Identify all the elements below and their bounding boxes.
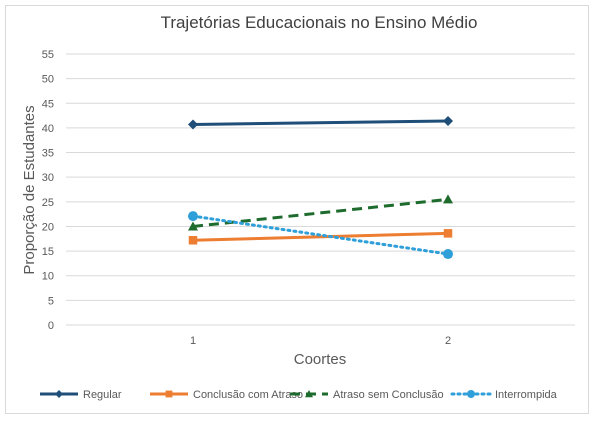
series-atraso-sem-conclusão [188, 194, 453, 231]
legend: Regular Conclusão com Atraso Atraso sem Co… [40, 389, 558, 401]
legend-entry: Atraso sem Conclusão [290, 389, 444, 401]
data-point-diamond [188, 119, 198, 130]
legend-label: Interrompida [495, 389, 558, 401]
series-interrompida [188, 211, 453, 260]
data-point-circle [443, 249, 453, 260]
data-point-square [443, 229, 453, 238]
y-tick-label: 0 [48, 320, 54, 332]
y-axis-title: Proporção de Estudantes [21, 105, 38, 274]
legend-label: Conclusão com Atraso [193, 389, 303, 401]
y-tick-label: 30 [42, 172, 54, 184]
y-tick-label: 40 [42, 123, 54, 135]
y-tick-label: 50 [42, 74, 54, 86]
data-point-square [188, 236, 198, 245]
data-point-circle [188, 211, 198, 222]
y-tick-label: 15 [42, 246, 54, 258]
legend-label: Regular [83, 389, 122, 401]
y-tick-label: 20 [42, 221, 54, 233]
series-line [192, 231, 449, 242]
data-point-triangle [188, 221, 198, 231]
data-point-circle [467, 390, 475, 398]
x-tick-label: 1 [190, 335, 196, 347]
legend-entry: Interrompida [450, 389, 558, 401]
y-tick-label: 5 [48, 295, 54, 307]
y-tick-label: 35 [42, 148, 54, 160]
legend-entry: Regular [40, 389, 122, 401]
y-tick-label: 55 [42, 49, 54, 61]
y-axis-ticks: 0 5 10 15 20 25 30 35 40 45 50 55 [42, 49, 54, 332]
data-point-square [165, 390, 173, 398]
x-axis-title: Coortes [294, 351, 347, 368]
series-line [191, 214, 450, 256]
x-tick-label: 2 [445, 335, 451, 347]
series-regular [188, 116, 453, 130]
data-point-triangle [305, 390, 313, 398]
series-conclusão-com-atraso [188, 229, 453, 245]
data-point-triangle [443, 194, 453, 204]
y-tick-label: 45 [42, 98, 54, 110]
y-tick-label: 25 [42, 197, 54, 209]
chart-frame [5, 5, 589, 414]
series-line [192, 119, 449, 126]
series-lines [188, 116, 453, 260]
legend-entry: Conclusão com Atraso [150, 389, 303, 401]
y-tick-label: 10 [42, 271, 54, 283]
legend-label: Atraso sem Conclusão [333, 389, 444, 401]
data-point-diamond [55, 390, 63, 398]
series-line [192, 197, 449, 228]
chart-title: Trajetórias Educacionais no Ensino Médio [161, 13, 478, 32]
gridlines [66, 53, 575, 326]
data-point-diamond [443, 116, 453, 127]
